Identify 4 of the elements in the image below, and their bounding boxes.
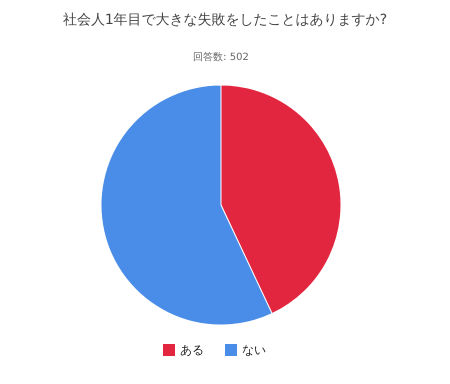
- chart-title: 社会人1年目で大きな失敗をしたことはありますか?: [62, 12, 388, 28]
- chart-subtitle: 回答数: 502: [193, 51, 249, 63]
- legend-label: ない: [242, 343, 266, 357]
- legend-label: ある: [180, 343, 204, 357]
